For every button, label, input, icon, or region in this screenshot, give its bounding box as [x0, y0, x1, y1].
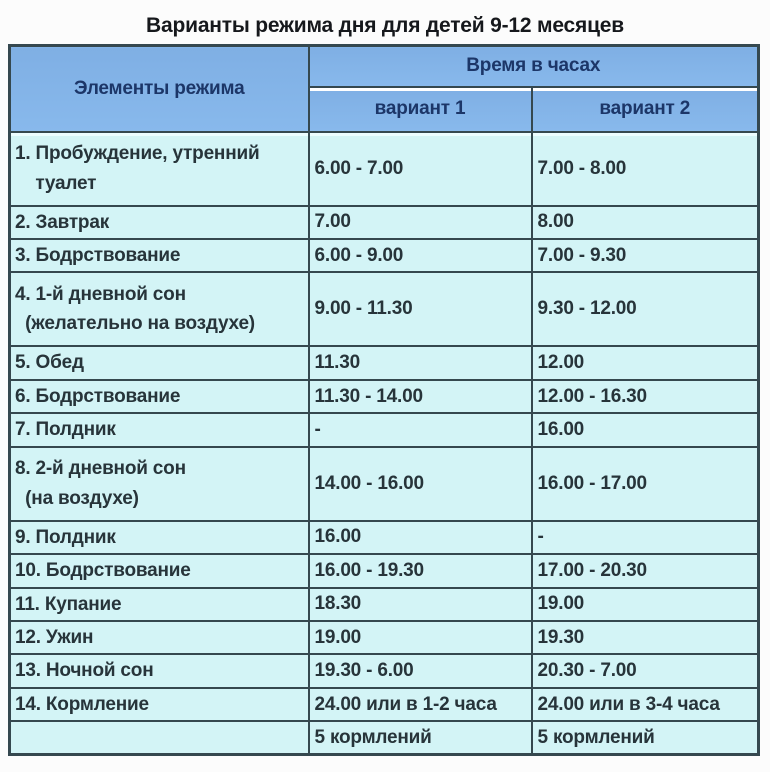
table-row: 5. Обед 11.30 12.00	[8, 345, 760, 381]
row-variant1-time: 11.30	[307, 345, 533, 381]
row-variant1-time: 6.00 - 7.00	[307, 130, 533, 207]
table-header: Элементы режима Время в часах вариант 1 …	[8, 44, 760, 133]
row-label: 10. Бодрствование	[8, 553, 310, 589]
row-variant1-time: 19.00	[307, 619, 533, 656]
row-label: 8. 2-й дневной сон (на воздухе)	[8, 445, 310, 522]
row-label: 6. Бодрствование	[8, 378, 310, 415]
row-variant2-time: 16.00	[530, 412, 760, 448]
row-label: 14. Кормление	[8, 686, 310, 723]
table-row: 5 кормлений 5 кормлений	[8, 720, 760, 756]
row-variant2-time: -	[530, 519, 760, 556]
row-variant2-time: 20.30 - 7.00	[530, 653, 760, 689]
table-row: 4. 1-й дневной сон (желательно на воздух…	[8, 271, 760, 348]
row-label: 3. Бодрствование	[8, 237, 310, 274]
header-variant-1: вариант 1	[307, 85, 533, 133]
header-variant-2: вариант 2	[530, 85, 760, 133]
row-variant2-time: 8.00	[530, 204, 760, 240]
row-variant1-time: 5 кормлений	[307, 720, 533, 756]
row-variant1-time: 7.00	[307, 204, 533, 240]
row-variant1-time: 14.00 - 16.00	[307, 445, 533, 522]
row-variant1-time: 18.30	[307, 586, 533, 623]
table-row: 9. Полдник 16.00 -	[8, 519, 760, 556]
row-label: 7. Полдник	[8, 412, 310, 448]
row-variant1-time: 24.00 или в 1-2 часа	[307, 686, 533, 723]
table-row: 1. Пробуждение, утренний туалет 6.00 - 7…	[8, 130, 760, 207]
row-variant2-time: 7.00 - 9.30	[530, 237, 760, 274]
row-variant1-time: 16.00	[307, 519, 533, 556]
row-variant2-time: 16.00 - 17.00	[530, 445, 760, 522]
row-variant1-time: -	[307, 412, 533, 448]
row-variant2-time: 5 кормлений	[530, 720, 760, 756]
table-row: 14. Кормление 24.00 или в 1-2 часа 24.00…	[8, 686, 760, 723]
schedule-rows: 1. Пробуждение, утренний туалет 6.00 - 7…	[8, 130, 760, 756]
schedule-table: Элементы режима Время в часах вариант 1 …	[8, 44, 760, 756]
row-label: 13. Ночной сон	[8, 653, 310, 689]
table-row: 10. Бодрствование 16.00 - 19.30 17.00 - …	[8, 553, 760, 589]
table-row: 7. Полдник - 16.00	[8, 412, 760, 448]
row-variant2-time: 24.00 или в 3-4 часа	[530, 686, 760, 723]
table-row: 12. Ужин 19.00 19.30	[8, 619, 760, 656]
table-row: 13. Ночной сон 19.30 - 6.00 20.30 - 7.00	[8, 653, 760, 689]
row-label: 9. Полдник	[8, 519, 310, 556]
row-variant2-time: 9.30 - 12.00	[530, 271, 760, 348]
header-time-group: Время в часах	[307, 44, 760, 88]
row-label: 11. Купание	[8, 586, 310, 623]
row-variant1-time: 11.30 - 14.00	[307, 378, 533, 415]
row-label: 1. Пробуждение, утренний туалет	[8, 130, 310, 207]
row-variant2-time: 17.00 - 20.30	[530, 553, 760, 589]
row-variant2-time: 19.30	[530, 619, 760, 656]
row-label: 5. Обед	[8, 345, 310, 381]
row-label: 2. Завтрак	[8, 204, 310, 240]
row-variant1-time: 19.30 - 6.00	[307, 653, 533, 689]
row-variant1-time: 16.00 - 19.30	[307, 553, 533, 589]
row-variant2-time: 7.00 - 8.00	[530, 130, 760, 207]
row-variant2-time: 12.00 - 16.30	[530, 378, 760, 415]
header-elements: Элементы режима	[8, 44, 310, 133]
row-variant2-time: 19.00	[530, 586, 760, 623]
table-row: 6. Бодрствование 11.30 - 14.00 12.00 - 1…	[8, 378, 760, 415]
row-variant2-time: 12.00	[530, 345, 760, 381]
row-label	[8, 720, 310, 756]
row-variant1-time: 9.00 - 11.30	[307, 271, 533, 348]
row-label: 4. 1-й дневной сон (желательно на воздух…	[8, 271, 310, 348]
table-row: 11. Купание 18.30 19.00	[8, 586, 760, 623]
table-row: 3. Бодрствование 6.00 - 9.00 7.00 - 9.30	[8, 237, 760, 274]
table-row: 8. 2-й дневной сон (на воздухе) 14.00 - …	[8, 445, 760, 522]
row-label: 12. Ужин	[8, 619, 310, 656]
table-row: 2. Завтрак 7.00 8.00	[8, 204, 760, 240]
row-variant1-time: 6.00 - 9.00	[307, 237, 533, 274]
page-title: Варианты режима дня для детей 9-12 месяц…	[146, 14, 624, 37]
